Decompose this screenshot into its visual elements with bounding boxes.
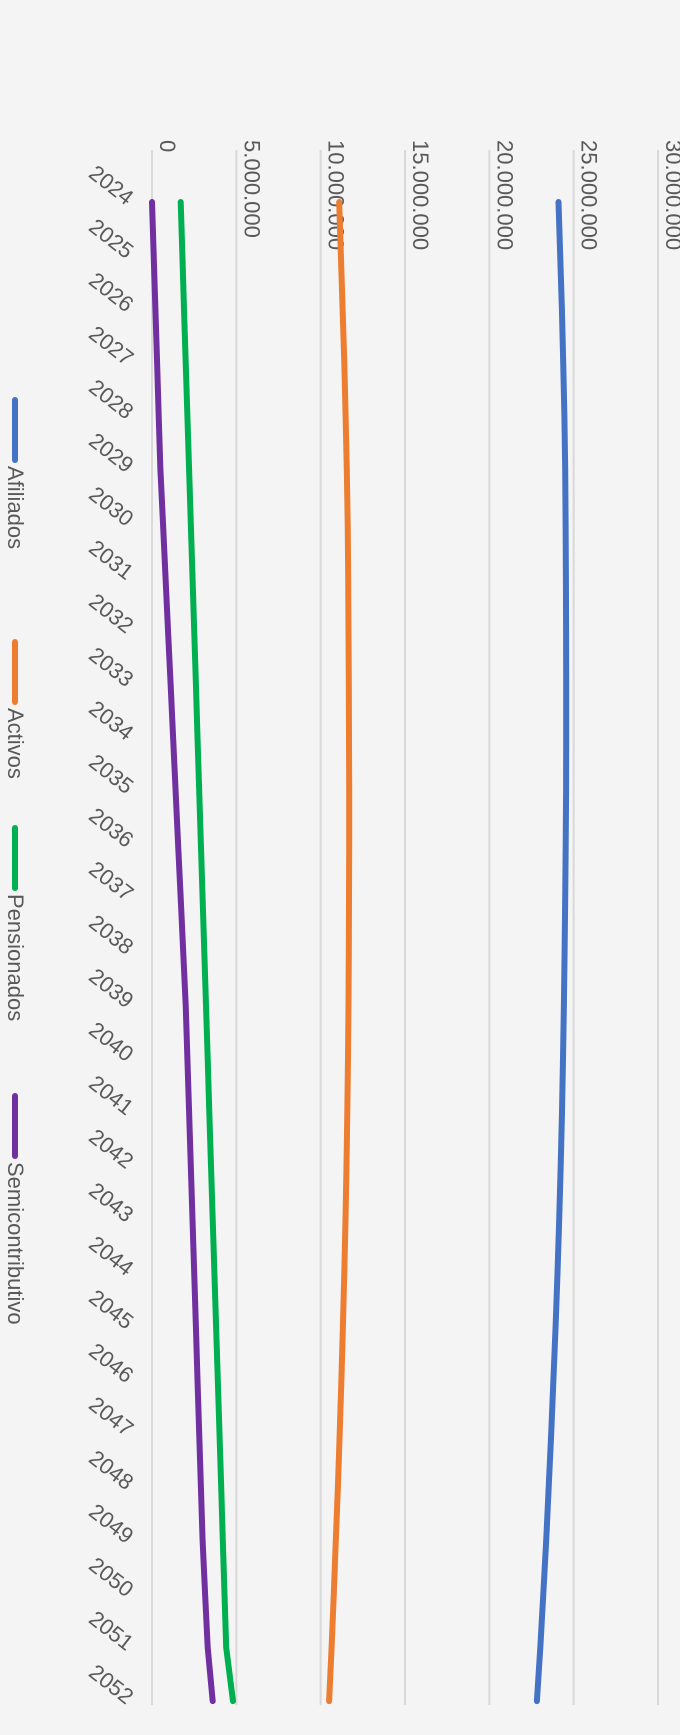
value-tick-label: 5.000.000 — [239, 140, 264, 238]
legend: Afiliados Activos Pensionados Semicontribut… — [3, 397, 28, 1325]
year-tick-label: 2032 — [84, 588, 138, 638]
year-tick-label: 2039 — [84, 963, 138, 1013]
value-tick-label: 25.000.000 — [577, 140, 602, 250]
year-tick-label: 2042 — [84, 1124, 138, 1174]
year-tick-label: 2027 — [84, 321, 138, 371]
legend-label-activos: Activos — [3, 708, 28, 779]
year-tick-label: 2031 — [84, 535, 138, 585]
year-tick-label: 2046 — [84, 1338, 138, 1388]
year-tick-label: 2035 — [84, 749, 138, 799]
year-tick-label: 2052 — [84, 1659, 138, 1709]
value-tick-label: 30.000.000 — [661, 140, 680, 250]
year-tick-label: 2025 — [84, 214, 138, 264]
year-tick-label: 2041 — [84, 1070, 138, 1120]
series-line-afiliados — [533, 199, 570, 1705]
year-tick-label: 2026 — [84, 267, 138, 317]
year-tick-label: 2036 — [84, 803, 138, 853]
year-tick-label: 2049 — [84, 1499, 138, 1549]
legend-label-semicontributivo: Semicontributivo — [3, 1162, 28, 1325]
year-axis-tick-labels: 2024202520262027202820292030203120322033… — [84, 160, 138, 1709]
year-tick-label: 2030 — [84, 481, 138, 531]
series-line-pensionados — [177, 199, 236, 1705]
value-tick-label: 10.000.000 — [324, 140, 349, 250]
legend-label-afiliados: Afiliados — [3, 466, 28, 549]
year-tick-label: 2024 — [84, 160, 138, 210]
value-tick-label: 15.000.000 — [408, 140, 433, 250]
year-tick-label: 2048 — [84, 1445, 138, 1495]
year-tick-label: 2029 — [84, 428, 138, 478]
year-tick-label: 2047 — [84, 1392, 138, 1442]
value-tick-label: 20.000.000 — [492, 140, 517, 250]
year-tick-label: 2034 — [84, 696, 138, 746]
series-line-semicontributivo — [149, 199, 216, 1705]
gridlines — [151, 150, 659, 1705]
value-axis-tick-labels: 0 5.000.000 10.000.000 15.000.000 20.000.000… — [155, 140, 680, 250]
year-tick-label: 2028 — [84, 374, 138, 424]
value-tick-label: 0 — [155, 140, 180, 152]
year-tick-label: 2051 — [84, 1606, 138, 1656]
year-tick-label: 2043 — [84, 1177, 138, 1227]
year-tick-label: 2038 — [84, 910, 138, 960]
year-tick-label: 2040 — [84, 1017, 138, 1067]
year-tick-label: 2044 — [84, 1231, 138, 1281]
year-tick-label: 2033 — [84, 642, 138, 692]
series-lines — [149, 199, 570, 1705]
series-line-activos — [326, 199, 353, 1705]
year-tick-label: 2037 — [84, 856, 138, 906]
year-tick-label: 2050 — [84, 1552, 138, 1602]
legend-label-pensionados: Pensionados — [3, 894, 28, 1021]
year-tick-label: 2045 — [84, 1284, 138, 1334]
